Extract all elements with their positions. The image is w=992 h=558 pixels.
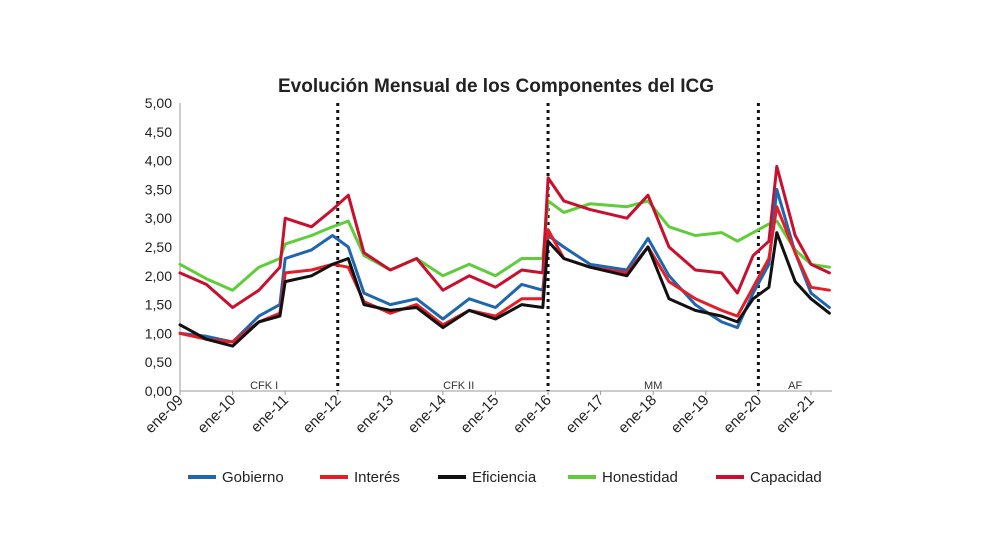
legend-label: Interés: [354, 469, 400, 486]
chart-title: Evolución Mensual de los Componentes del…: [278, 76, 714, 97]
legend-label: Honestidad: [602, 469, 678, 486]
series-lines: [178, 164, 831, 348]
period-label: MM: [644, 380, 662, 392]
series-line-gobierno: [178, 187, 831, 344]
legend-label: Capacidad: [750, 469, 822, 486]
y-tick-label: 4,50: [145, 124, 172, 140]
series-line-capacidad: [178, 164, 831, 309]
legend-label: Eficiencia: [472, 469, 537, 486]
y-tick-label: 3,50: [145, 181, 172, 197]
period-label: CFK II: [443, 380, 474, 392]
y-tick-label: 0,00: [145, 383, 172, 399]
legend-label: Gobierno: [222, 469, 284, 486]
period-separators: [336, 103, 760, 391]
period-labels: CFK I CFK II MM AF: [250, 380, 802, 392]
y-tick-label: 1,50: [145, 297, 172, 313]
y-tick-label: 2,00: [145, 268, 172, 284]
y-tick-label: 0,50: [145, 354, 172, 370]
y-tick-label: 2,50: [145, 239, 172, 255]
series-line-eficiencia: [178, 231, 831, 348]
series-line-interés: [178, 205, 831, 344]
y-tick-label: 5,00: [145, 95, 172, 111]
series-line-honestidad: [178, 199, 831, 292]
period-label: AF: [788, 380, 802, 392]
y-tick-label: 1,00: [145, 325, 172, 341]
period-label: CFK I: [250, 380, 278, 392]
y-tick-label: 4,00: [145, 153, 172, 169]
legend: Gobierno Interés Eficiencia Honestidad Capac…: [188, 469, 822, 486]
y-axis: 0,00 0,50 1,00 1,50 2,00 2,50 3,00 3,50 4,00 4,50…: [145, 95, 181, 399]
y-tick-label: 3,00: [145, 210, 172, 226]
